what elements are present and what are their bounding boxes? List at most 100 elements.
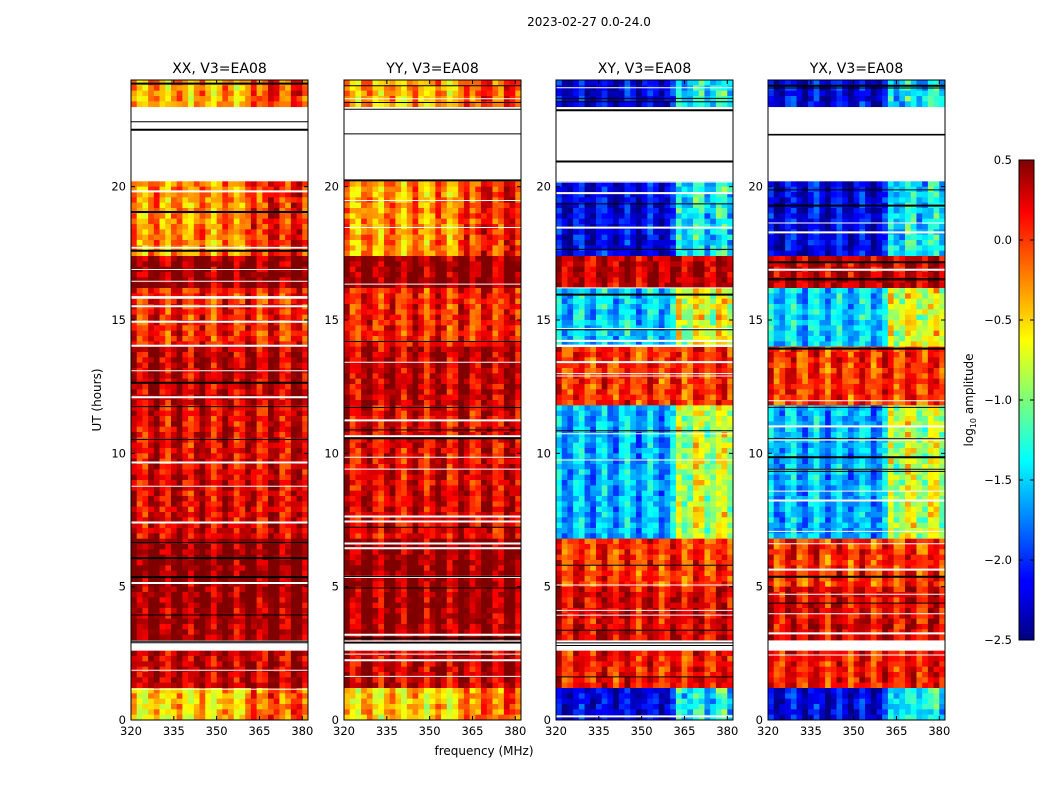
heatmap-cell	[216, 634, 223, 641]
heatmap-cell	[153, 704, 160, 710]
heatmap-cell	[188, 453, 195, 460]
heatmap-cell	[361, 378, 368, 385]
heatmap-cell	[344, 282, 351, 289]
heatmap-cell	[170, 672, 178, 678]
heatmap-cell	[509, 346, 516, 353]
heatmap-cell	[148, 288, 155, 294]
heatmap-cell	[170, 389, 178, 396]
heatmap-cell	[285, 400, 292, 406]
heatmap-cell	[245, 298, 252, 305]
heatmap-cell	[296, 496, 303, 502]
heatmap-cell	[176, 693, 183, 700]
heatmap-cell	[176, 250, 183, 257]
heatmap-cell	[458, 208, 465, 214]
heatmap-cell	[302, 234, 309, 241]
heatmap-cell	[199, 85, 206, 92]
heatmap-cell	[268, 544, 275, 550]
heatmap-cell	[176, 224, 183, 230]
heatmap-cell	[165, 608, 172, 614]
heatmap-cell	[216, 496, 223, 502]
heatmap-cell	[372, 405, 379, 412]
heatmap-cell	[463, 437, 471, 444]
heatmap-cell	[285, 688, 292, 694]
heatmap-cell	[458, 90, 465, 97]
heatmap-cell	[355, 330, 362, 337]
heatmap-cell	[475, 85, 482, 92]
heatmap-cell	[285, 592, 292, 598]
heatmap-cell	[395, 384, 402, 390]
heatmap-cell	[441, 202, 448, 209]
heatmap-cell	[233, 522, 240, 529]
heatmap-cell	[182, 464, 189, 470]
heatmap-cell	[458, 282, 465, 289]
heatmap-cell	[245, 650, 252, 657]
heatmap-cell	[463, 368, 471, 374]
heatmap-cell	[486, 368, 493, 374]
heatmap-cell	[296, 272, 303, 278]
heatmap-cell	[486, 405, 493, 412]
heatmap-cell	[475, 250, 482, 257]
heatmap-cell	[458, 288, 465, 294]
heatmap-cell	[285, 517, 292, 524]
heatmap-cell	[273, 490, 280, 497]
heatmap-cell	[412, 85, 419, 92]
heatmap-cell	[193, 224, 200, 230]
heatmap-cell	[233, 672, 240, 678]
heatmap-cell	[153, 432, 160, 438]
heatmap-cell	[233, 602, 240, 609]
heatmap-cell	[245, 698, 252, 705]
heatmap-cell	[159, 330, 166, 337]
heatmap-cell	[492, 186, 499, 193]
heatmap-cell	[153, 565, 160, 572]
heatmap-cell	[165, 448, 172, 454]
heatmap-cell	[228, 218, 235, 225]
heatmap-cell	[165, 517, 172, 524]
heatmap-cell	[372, 421, 379, 428]
heatmap-cell	[429, 432, 436, 438]
heatmap-cell	[262, 421, 269, 428]
heatmap-cell	[279, 389, 286, 396]
heatmap-cell	[355, 298, 362, 305]
heatmap-cell	[250, 480, 258, 486]
heatmap-cell	[239, 448, 246, 454]
heatmap-cell	[279, 314, 286, 321]
heatmap-cell	[273, 704, 280, 710]
heatmap-cell	[412, 266, 419, 273]
heatmap-cell	[199, 96, 206, 102]
heatmap-cell	[349, 240, 356, 246]
heatmap-cell	[136, 405, 143, 412]
heatmap-cell	[222, 85, 229, 92]
heatmap-cell	[423, 229, 431, 236]
heatmap-cell	[290, 570, 297, 577]
heatmap-cell	[378, 416, 385, 422]
heatmap-cell	[159, 618, 166, 625]
heatmap-cell	[153, 224, 160, 230]
heatmap-cell	[296, 629, 303, 636]
heatmap-cell	[228, 565, 235, 572]
heatmap-cell	[159, 282, 166, 289]
heatmap-cell	[355, 368, 362, 374]
heatmap-cell	[302, 208, 309, 214]
heatmap-cell	[256, 181, 263, 188]
heatmap-cell	[412, 234, 419, 241]
heatmap-cell	[170, 90, 178, 97]
heatmap-cell	[435, 346, 442, 353]
heatmap-cell	[441, 320, 448, 326]
heatmap-cell	[256, 485, 263, 492]
heatmap-cell	[239, 442, 246, 449]
heatmap-cell	[452, 373, 459, 380]
heatmap-cell	[245, 421, 252, 428]
heatmap-cell	[378, 384, 385, 390]
heatmap-cell	[193, 101, 200, 108]
heatmap-cell	[378, 400, 385, 406]
heatmap-cell	[492, 437, 499, 444]
heatmap-cell	[165, 213, 172, 220]
heatmap-cell	[481, 266, 488, 273]
heatmap-cell	[361, 384, 368, 390]
heatmap-cell	[170, 661, 178, 668]
heatmap-cell	[205, 416, 212, 422]
heatmap-cell	[216, 357, 223, 364]
heatmap-cell	[216, 277, 223, 284]
heatmap-cell	[302, 634, 309, 641]
